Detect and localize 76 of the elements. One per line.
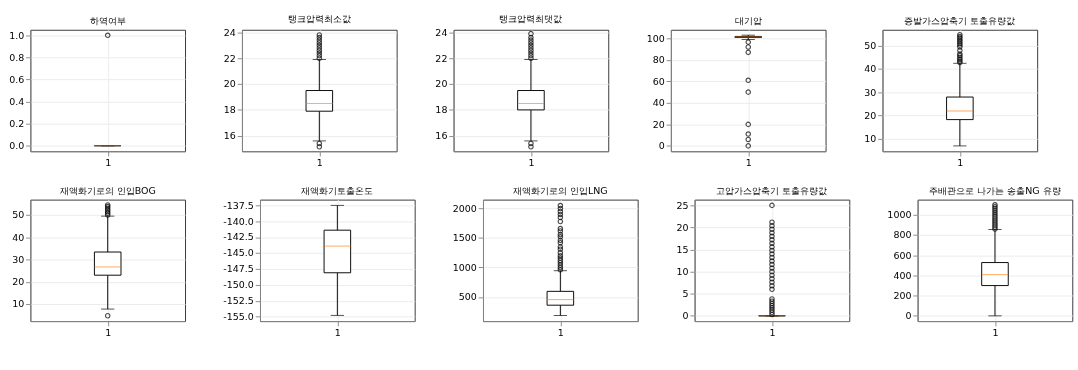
- y-tick-label: 2000: [452, 202, 477, 214]
- y-tick-label: 24: [223, 26, 236, 38]
- y-tick-label: 40: [12, 231, 25, 243]
- y-tick-label: 20: [223, 78, 236, 90]
- y-tick-label: 80: [652, 54, 665, 66]
- x-tick-label: 1: [769, 326, 776, 338]
- chart-title: 재액화기로의 인입LNG: [512, 184, 608, 196]
- y-tick-label: 20: [435, 78, 448, 90]
- y-tick-label: 50: [864, 40, 877, 52]
- y-tick-label: 0.2: [9, 117, 25, 129]
- y-tick-label: 400: [893, 269, 912, 281]
- y-tick-label: 0: [682, 310, 689, 322]
- chart-title: 탱크압력최댓값: [499, 12, 563, 24]
- chart-title: 고압가스압축기 토출유량값: [716, 184, 828, 196]
- y-tick-label: 0.6: [9, 73, 25, 85]
- chart-title: 탱크압력최소값: [287, 12, 351, 24]
- y-tick-label: 0.0: [9, 140, 25, 152]
- y-tick-label: -150.0: [223, 279, 254, 291]
- y-tick-label: -140.0: [223, 215, 254, 227]
- chart-title: 하역여부: [89, 15, 126, 27]
- y-tick-label: 22: [435, 52, 448, 64]
- y-tick-label: 30: [864, 86, 877, 98]
- y-tick-label: 200: [893, 289, 912, 301]
- x-tick-label: 1: [957, 156, 964, 168]
- x-tick-label: 1: [528, 156, 535, 168]
- x-tick-label: 1: [334, 326, 341, 338]
- y-tick-label: 500: [458, 291, 477, 303]
- y-tick-label: 1500: [452, 232, 477, 244]
- y-tick-label: 40: [864, 63, 877, 75]
- y-tick-label: 10: [864, 133, 877, 145]
- y-tick-label: 800: [893, 229, 912, 241]
- y-tick-label: 0: [658, 140, 665, 152]
- y-tick-label: 10: [676, 265, 689, 277]
- y-tick-label: 1000: [887, 209, 912, 221]
- chart-title: 증발가스압축기 토출유량값: [904, 15, 1016, 27]
- y-tick-label: 0.8: [9, 51, 25, 63]
- y-tick-label: 20: [864, 109, 877, 121]
- x-tick-label: 1: [992, 326, 999, 338]
- y-tick-label: -137.5: [223, 199, 254, 211]
- y-tick-label: -152.5: [223, 295, 254, 307]
- y-tick-label: -147.5: [223, 263, 254, 275]
- y-tick-label: 5: [682, 288, 689, 300]
- y-tick-label: 20: [12, 276, 25, 288]
- y-tick-label: -145.0: [223, 247, 254, 259]
- y-tick-label: 50: [12, 209, 25, 221]
- y-tick-label: 18: [223, 104, 236, 116]
- x-tick-label: 1: [105, 326, 112, 338]
- chart-title: 대기압: [734, 15, 762, 27]
- y-tick-label: 22: [223, 52, 236, 64]
- y-tick-label: 1000: [452, 261, 477, 273]
- x-tick-label: 1: [745, 156, 752, 168]
- y-tick-label: 18: [435, 104, 448, 116]
- chart-title: 재액화기토출온도: [301, 184, 374, 196]
- y-tick-label: 0: [905, 310, 912, 322]
- y-tick-label: 16: [435, 130, 448, 142]
- y-tick-label: 20: [676, 221, 689, 233]
- chart-title: 주배관으로 나가는 송출NG 유량: [929, 184, 1061, 196]
- x-tick-label: 1: [105, 156, 112, 168]
- y-tick-label: 1.0: [9, 29, 25, 41]
- y-tick-label: 0.4: [9, 95, 25, 107]
- y-tick-label: 24: [435, 26, 448, 38]
- x-tick-label: 1: [557, 326, 564, 338]
- y-tick-label: 60: [652, 75, 665, 87]
- y-tick-label: 100: [646, 32, 665, 44]
- y-tick-label: 30: [12, 253, 25, 265]
- y-tick-label: 25: [676, 199, 689, 211]
- y-tick-label: -142.5: [223, 231, 254, 243]
- y-tick-label: 16: [223, 130, 236, 142]
- y-tick-label: 10: [12, 298, 25, 310]
- x-tick-label: 1: [316, 156, 323, 168]
- y-tick-label: -155.0: [223, 310, 254, 322]
- y-tick-label: 15: [676, 243, 689, 255]
- y-tick-label: 20: [652, 118, 665, 130]
- chart-title: 재액화기로의 인입BOG: [59, 184, 156, 196]
- y-tick-label: 40: [652, 97, 665, 109]
- y-tick-label: 600: [893, 249, 912, 261]
